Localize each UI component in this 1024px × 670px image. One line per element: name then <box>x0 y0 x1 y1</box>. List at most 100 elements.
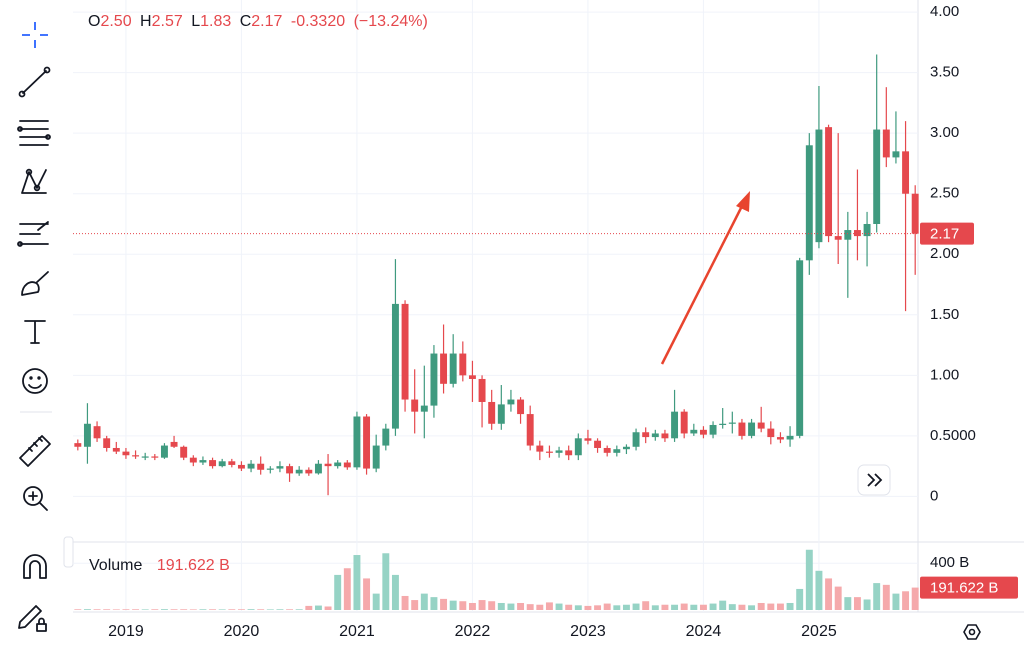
candle-body <box>112 447 120 452</box>
volume-bar <box>661 604 669 610</box>
magnet-tool[interactable] <box>23 554 47 579</box>
volume-bar <box>748 605 756 610</box>
zoom-tool[interactable] <box>23 486 48 511</box>
volume-bar <box>199 609 207 610</box>
fib-tool[interactable] <box>17 120 51 146</box>
volume-bar <box>401 595 409 610</box>
candle-body <box>584 438 592 441</box>
volume-bar <box>170 609 178 610</box>
text-tool[interactable] <box>24 320 46 344</box>
prediction-tool[interactable] <box>17 221 49 247</box>
volume-bar <box>594 605 602 610</box>
candle-body <box>719 423 727 425</box>
measure-tool[interactable] <box>19 435 51 467</box>
volume-bar <box>132 609 140 610</box>
candle-body <box>151 456 159 458</box>
volume-bar <box>671 604 679 610</box>
candle-body <box>295 469 303 474</box>
y-tick-label: 3.00 <box>930 124 959 141</box>
volume-bar <box>834 586 842 610</box>
volume-bar <box>266 609 274 610</box>
candle-body <box>83 423 91 447</box>
volume-bar <box>180 609 188 610</box>
open-label: O <box>88 13 100 30</box>
volume-bar <box>728 604 736 610</box>
volume-bar <box>459 601 467 610</box>
volume-bar <box>584 605 592 610</box>
candle-body <box>642 432 650 438</box>
candle-body <box>488 401 496 424</box>
high-value: 2.57 <box>152 13 183 30</box>
candle-body <box>189 457 197 463</box>
candle-body <box>324 463 332 467</box>
lock-drawings-tool[interactable] <box>18 605 47 632</box>
volume-bar <box>786 602 794 610</box>
candle-body <box>805 145 813 261</box>
volume-bar <box>93 609 101 610</box>
pane-collapse-handle[interactable] <box>63 536 74 568</box>
candle-body <box>536 445 544 452</box>
candle-body <box>863 223 871 237</box>
volume-bar <box>892 593 900 610</box>
volume-bar <box>651 605 659 610</box>
volume-bar <box>632 603 640 610</box>
candle-body <box>440 353 448 384</box>
candle-body <box>796 260 804 436</box>
candle-body <box>603 447 611 453</box>
volume-bar <box>545 602 553 610</box>
last-price-label: 2.17 <box>930 226 959 243</box>
candle-body <box>497 404 505 424</box>
volume-bar <box>911 587 919 610</box>
volume-bar <box>189 609 197 610</box>
scroll-to-latest-button[interactable] <box>857 464 891 496</box>
volume-bar <box>334 574 342 610</box>
volume-bar <box>141 609 149 610</box>
trend-line-tool[interactable] <box>18 66 51 98</box>
brush-tool[interactable] <box>21 271 49 296</box>
y-tick-label: 1.00 <box>930 366 959 383</box>
candle-body <box>372 445 380 469</box>
volume-bar <box>565 604 573 610</box>
volume-bar <box>411 600 419 610</box>
candle-body <box>517 399 525 415</box>
volume-bar <box>314 605 322 610</box>
candle-body <box>507 399 515 405</box>
crosshair-tool[interactable] <box>22 22 48 48</box>
candle-body <box>449 353 457 384</box>
volume-bar <box>488 601 496 610</box>
volume-bar <box>536 604 544 610</box>
volume-last: 191.622 B <box>157 557 230 574</box>
volume-bar <box>468 602 476 610</box>
settings-button[interactable] <box>963 624 981 640</box>
candle-body <box>671 411 679 439</box>
volume-bar <box>112 609 120 610</box>
candle-body <box>478 378 486 402</box>
y-tick-label: 2.50 <box>930 185 959 202</box>
volume-tag-label: 191.622 B <box>930 580 998 597</box>
volume-bar <box>440 598 448 610</box>
candle-body <box>401 303 409 400</box>
volume-bar <box>690 604 698 610</box>
candle-body <box>776 437 784 440</box>
candle-body <box>382 428 390 446</box>
volume-bar <box>247 609 255 610</box>
y-tick-label: 1.50 <box>930 306 959 323</box>
volume-bar <box>237 609 245 610</box>
candle-body <box>314 463 322 474</box>
volume-bar <box>844 597 852 610</box>
low-value: 1.83 <box>200 13 231 30</box>
volume-bar <box>873 583 881 610</box>
arrow-drawing[interactable] <box>660 191 750 365</box>
emoji-tool[interactable] <box>22 368 48 394</box>
change-value: -0.3320 <box>291 13 345 30</box>
last-price-tag <box>920 222 974 245</box>
candle-body <box>699 429 707 435</box>
volume-bar <box>796 588 804 610</box>
volume-bar <box>103 609 111 610</box>
candle-body <box>709 424 717 435</box>
volume-bar <box>825 578 833 610</box>
volume-bar <box>83 609 91 610</box>
candle-body <box>286 466 294 474</box>
candle-body <box>228 461 236 465</box>
pattern-tool[interactable] <box>21 168 47 194</box>
